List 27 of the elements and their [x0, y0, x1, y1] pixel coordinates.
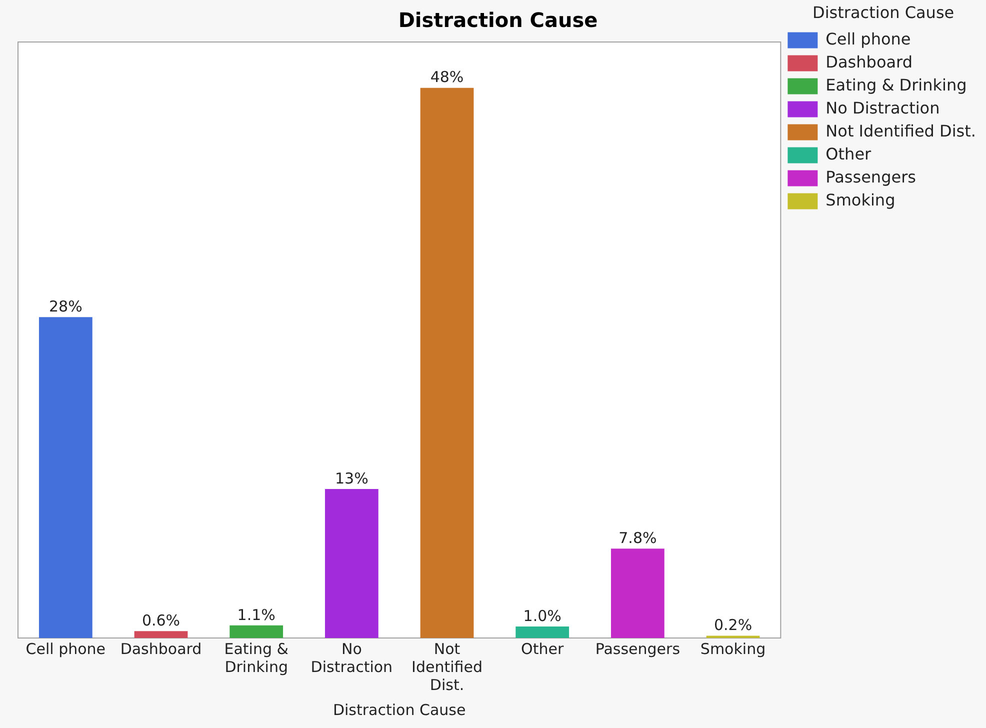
x-tick-label: No Distraction — [310, 640, 393, 676]
data-label: 0.6% — [142, 612, 180, 630]
x-axis-title: Distraction Cause — [332, 700, 466, 719]
legend-label: Other — [826, 144, 872, 164]
data-label: 1.1% — [237, 606, 276, 624]
legend-title: Distraction Cause — [812, 3, 954, 22]
x-tick-label: Smoking — [700, 640, 766, 658]
data-label: 7.8% — [618, 528, 657, 547]
legend-label: Eating & Drinking — [826, 75, 967, 94]
data-label: 0.2% — [714, 616, 752, 634]
legend-label: Smoking — [826, 190, 896, 210]
data-label: 28% — [48, 297, 82, 316]
data-label: 1.0% — [523, 606, 562, 625]
data-label: 13% — [335, 469, 368, 488]
legend-label: Passengers — [826, 167, 916, 186]
x-tick-label: Other — [521, 640, 564, 658]
legend-label: Cell phone — [826, 29, 911, 48]
data-label: 48% — [430, 68, 464, 86]
x-tick-label: Passengers — [595, 640, 680, 658]
legend-label: No Distraction — [826, 98, 940, 118]
x-tick-label: Cell phone — [26, 640, 106, 658]
x-tick-label: Dashboard — [120, 640, 202, 658]
legend-label: Not Identified Dist. — [826, 121, 976, 140]
x-tick-label: Eating & Drinking — [224, 640, 289, 676]
chart-title: Distraction Cause — [398, 8, 598, 32]
x-tick-label: Not Identified Dist. — [412, 640, 482, 694]
legend-label: Dashboard — [826, 52, 912, 72]
